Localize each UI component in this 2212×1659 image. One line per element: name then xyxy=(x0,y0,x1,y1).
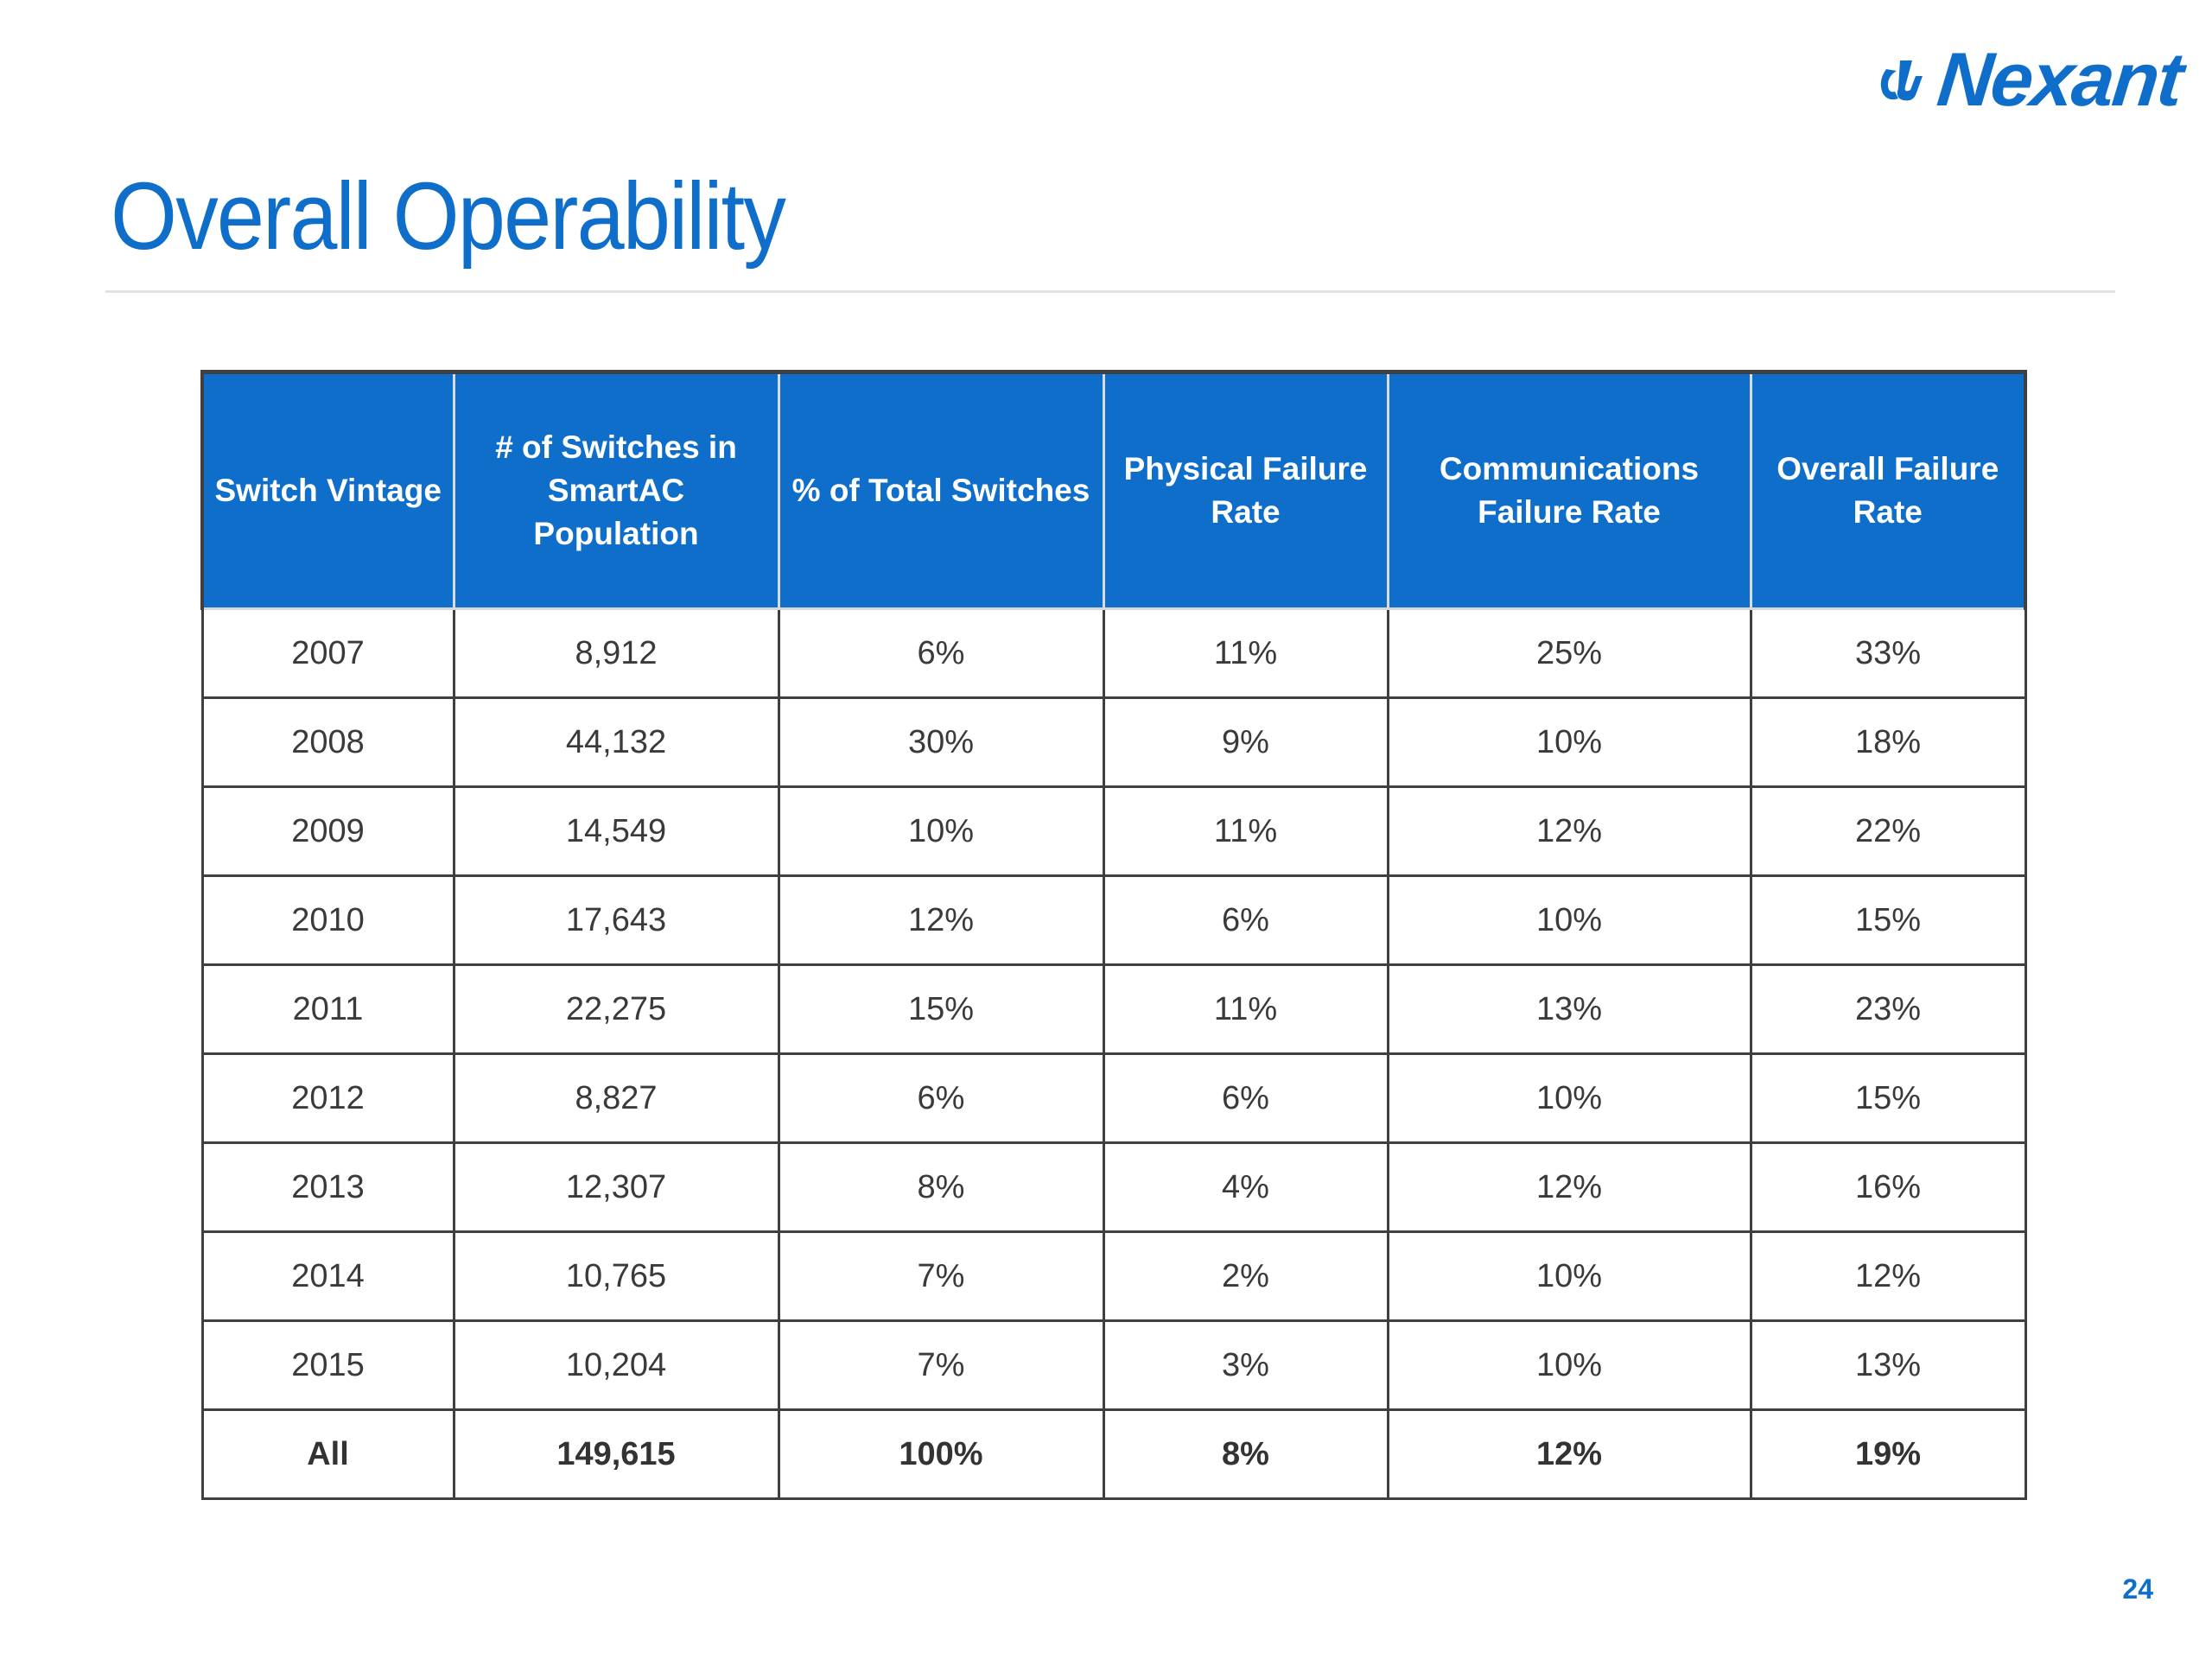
cell-count: 22,275 xyxy=(452,963,780,1055)
total-vintage: All xyxy=(200,1408,455,1500)
cell-overall: 18% xyxy=(1749,696,2027,788)
header-switch-count: # of Switches in SmartAC Population xyxy=(452,370,780,610)
table-row: 2009 14,549 10% 11% 12% 22% xyxy=(200,785,2027,877)
cell-count: 14,549 xyxy=(452,785,780,877)
cell-physical: 9% xyxy=(1102,696,1389,788)
cell-count: 12,307 xyxy=(452,1141,780,1233)
table-header-row: Switch Vintage # of Switches in SmartAC … xyxy=(200,370,2027,610)
cell-overall: 23% xyxy=(1749,963,2027,1055)
cell-communications: 12% xyxy=(1386,1141,1752,1233)
cell-count: 8,827 xyxy=(452,1052,780,1144)
table-row: 2008 44,132 30% 9% 10% 18% xyxy=(200,696,2027,788)
cell-vintage: 2014 xyxy=(200,1230,455,1322)
cell-percent: 10% xyxy=(777,785,1105,877)
cell-vintage: 2015 xyxy=(200,1319,455,1411)
cell-overall: 16% xyxy=(1749,1141,2027,1233)
cell-physical: 11% xyxy=(1102,607,1389,699)
cell-vintage: 2011 xyxy=(200,963,455,1055)
cell-percent: 7% xyxy=(777,1230,1105,1322)
cell-overall: 15% xyxy=(1749,1052,2027,1144)
total-physical: 8% xyxy=(1102,1408,1389,1500)
table-row: 2010 17,643 12% 6% 10% 15% xyxy=(200,874,2027,966)
title-divider xyxy=(105,290,2115,293)
cell-communications: 10% xyxy=(1386,696,1752,788)
table-row: 2007 8,912 6% 11% 25% 33% xyxy=(200,607,2027,699)
cell-physical: 6% xyxy=(1102,1052,1389,1144)
cell-count: 8,912 xyxy=(452,607,780,699)
cell-percent: 15% xyxy=(777,963,1105,1055)
brand-wordmark: Nexant xyxy=(1933,36,2186,122)
table-total-row: All 149,615 100% 8% 12% 19% xyxy=(200,1408,2027,1500)
page-number: 24 xyxy=(2122,1573,2153,1605)
cell-count: 17,643 xyxy=(452,874,780,966)
nexant-logo: Nexant xyxy=(1874,36,2185,122)
cell-overall: 15% xyxy=(1749,874,2027,966)
total-count: 149,615 xyxy=(452,1408,780,1500)
cell-communications: 10% xyxy=(1386,1230,1752,1322)
cell-communications: 10% xyxy=(1386,1052,1752,1144)
total-communications: 12% xyxy=(1386,1408,1752,1500)
cell-physical: 4% xyxy=(1102,1141,1389,1233)
table-row: 2014 10,765 7% 2% 10% 12% xyxy=(200,1230,2027,1322)
cell-physical: 11% xyxy=(1102,785,1389,877)
cell-vintage: 2007 xyxy=(200,607,455,699)
cell-overall: 13% xyxy=(1749,1319,2027,1411)
cell-count: 44,132 xyxy=(452,696,780,788)
header-communications-failure: Communications Failure Rate xyxy=(1386,370,1752,610)
cell-physical: 11% xyxy=(1102,963,1389,1055)
cell-percent: 6% xyxy=(777,607,1105,699)
cell-physical: 2% xyxy=(1102,1230,1389,1322)
cell-overall: 33% xyxy=(1749,607,2027,699)
operability-table: Switch Vintage # of Switches in SmartAC … xyxy=(200,370,2027,1500)
table-row: 2011 22,275 15% 11% 13% 23% xyxy=(200,963,2027,1055)
header-percent-total: % of Total Switches xyxy=(777,370,1105,610)
cell-physical: 3% xyxy=(1102,1319,1389,1411)
cell-communications: 25% xyxy=(1386,607,1752,699)
table-row: 2012 8,827 6% 6% 10% 15% xyxy=(200,1052,2027,1144)
cell-communications: 10% xyxy=(1386,1319,1752,1411)
cell-percent: 6% xyxy=(777,1052,1105,1144)
cell-communications: 13% xyxy=(1386,963,1752,1055)
total-overall: 19% xyxy=(1749,1408,2027,1500)
cell-vintage: 2010 xyxy=(200,874,455,966)
cell-percent: 30% xyxy=(777,696,1105,788)
slide-title: Overall Operability xyxy=(111,163,786,270)
cell-communications: 10% xyxy=(1386,874,1752,966)
cell-percent: 12% xyxy=(777,874,1105,966)
cell-communications: 12% xyxy=(1386,785,1752,877)
cell-vintage: 2013 xyxy=(200,1141,455,1233)
cell-vintage: 2009 xyxy=(200,785,455,877)
header-switch-vintage: Switch Vintage xyxy=(200,370,455,610)
cell-count: 10,204 xyxy=(452,1319,780,1411)
cell-count: 10,765 xyxy=(452,1230,780,1322)
header-overall-failure: Overall Failure Rate xyxy=(1749,370,2027,610)
cell-vintage: 2008 xyxy=(200,696,455,788)
cell-percent: 8% xyxy=(777,1141,1105,1233)
cell-percent: 7% xyxy=(777,1319,1105,1411)
cell-physical: 6% xyxy=(1102,874,1389,966)
cell-overall: 12% xyxy=(1749,1230,2027,1322)
nexant-swirl-icon xyxy=(1880,60,1923,101)
table-row: 2015 10,204 7% 3% 10% 13% xyxy=(200,1319,2027,1411)
cell-overall: 22% xyxy=(1749,785,2027,877)
header-physical-failure: Physical Failure Rate xyxy=(1102,370,1389,610)
total-percent: 100% xyxy=(777,1408,1105,1500)
table-row: 2013 12,307 8% 4% 12% 16% xyxy=(200,1141,2027,1233)
cell-vintage: 2012 xyxy=(200,1052,455,1144)
